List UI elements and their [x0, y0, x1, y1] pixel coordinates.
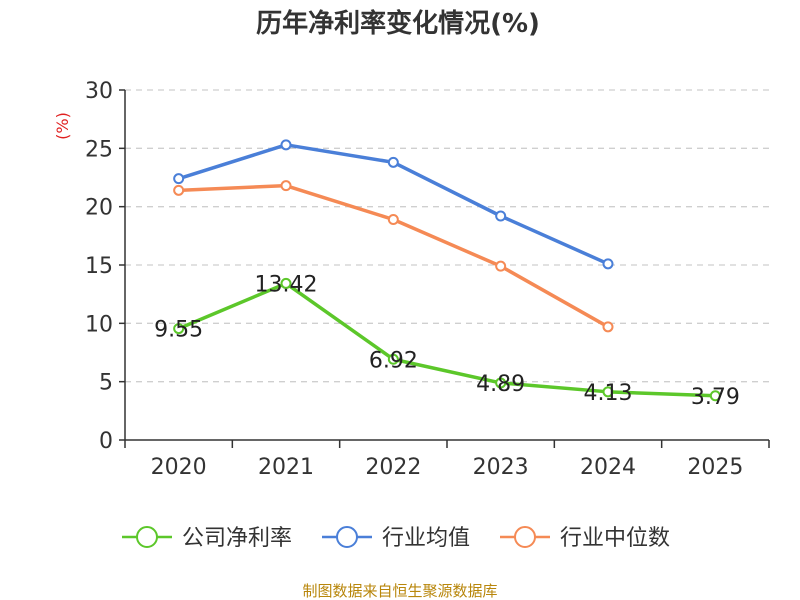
legend-label-2: 行业中位数	[560, 526, 670, 551]
legend[interactable]: 公司净利率 行业均值 行业中位数	[122, 526, 670, 551]
data-label-2023: 4.89	[476, 372, 525, 397]
x-tick-label-2023: 2023	[473, 455, 529, 480]
legend-item-1[interactable]: 行业均值	[322, 526, 470, 551]
y-tick-label-25: 25	[85, 137, 113, 162]
y-tick-label-20: 20	[85, 196, 113, 221]
x-tick-label-2025: 2025	[687, 455, 743, 480]
data-point-0-2020[interactable]	[173, 323, 185, 335]
data-point-1-2020[interactable]	[173, 173, 185, 185]
y-tick-label-5: 5	[99, 371, 113, 396]
legend-item-0[interactable]: 公司净利率	[122, 526, 292, 551]
data-point-0-2023[interactable]	[495, 377, 507, 389]
data-point-2-2020[interactable]	[173, 184, 185, 196]
data-point-1-2023[interactable]	[495, 210, 507, 222]
data-point-2-2023[interactable]	[495, 260, 507, 272]
x-tick-label-2021: 2021	[258, 455, 314, 480]
series-line-0	[177, 281, 716, 398]
legend-label-1: 行业均值	[382, 526, 470, 551]
y-tick-label-0: 0	[99, 429, 113, 454]
data-point-0-2025[interactable]	[709, 390, 721, 402]
x-tick-label-2020: 2020	[151, 455, 207, 480]
data-point-0-2024[interactable]	[602, 386, 614, 398]
data-label-2020: 9.55	[154, 318, 203, 343]
legend-label-0: 公司净利率	[182, 526, 292, 551]
data-point-1-2024[interactable]	[602, 258, 614, 270]
data-point-2-2021[interactable]	[280, 180, 292, 192]
series-group: 9.55 13.42 6.92 4.89 4.13 3.79	[154, 139, 740, 410]
series-2-group	[173, 180, 614, 333]
data-label-2024: 4.13	[584, 381, 633, 406]
legend-swatch-marker-0	[136, 526, 158, 548]
data-point-2-2022[interactable]	[387, 214, 399, 225]
data-point-1-2021[interactable]	[280, 139, 292, 151]
legend-swatch-marker-2	[514, 526, 536, 548]
y-tick-label-10: 10	[85, 312, 113, 337]
x-tick-label-2024: 2024	[580, 455, 636, 480]
y-tick-label-15: 15	[85, 254, 113, 279]
series-0-group: 9.55 13.42 6.92 4.89 4.13 3.79	[154, 272, 740, 409]
gridlines	[125, 89, 769, 383]
data-point-2-2024[interactable]	[602, 321, 614, 333]
y-axis-unit-label: (%)	[53, 112, 72, 140]
data-label-2021: 13.42	[255, 272, 318, 297]
data-point-0-2021[interactable]	[280, 277, 292, 289]
data-label-2025: 3.79	[691, 385, 740, 410]
chart-title: 历年净利率变化情况(%)	[256, 8, 540, 39]
series-1-group	[173, 139, 614, 270]
source-note: 制图数据来自恒生聚源数据库	[302, 582, 497, 600]
legend-item-2[interactable]: 行业中位数	[500, 526, 670, 551]
data-label-2022: 6.92	[369, 348, 418, 373]
x-tick-label-2022: 2022	[365, 455, 421, 480]
y-tick-label-30: 30	[85, 79, 113, 104]
data-point-1-2022[interactable]	[387, 156, 399, 168]
legend-swatch-marker-1	[336, 526, 358, 548]
data-point-0-2022[interactable]	[387, 353, 399, 365]
